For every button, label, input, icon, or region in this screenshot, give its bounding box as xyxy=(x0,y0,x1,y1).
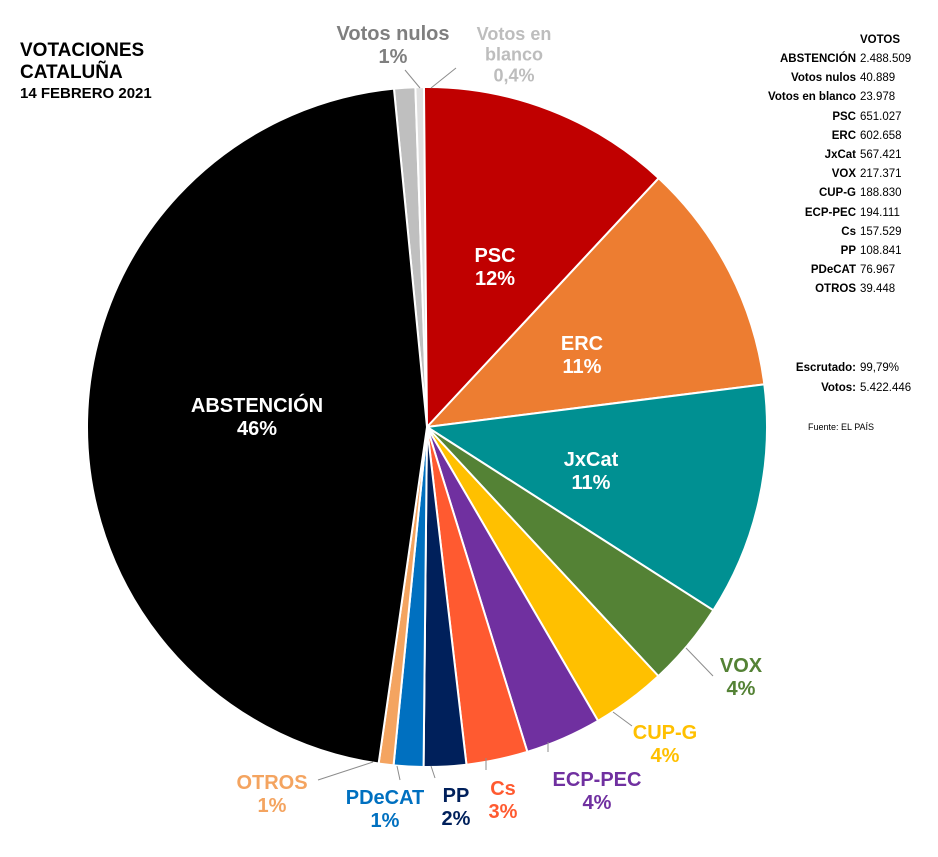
slice-label-votos-en-blanco-name: Votos en xyxy=(477,24,552,44)
slice-label-pp-name: PP xyxy=(443,785,470,807)
votes-row: PP 108.841 xyxy=(760,245,938,263)
slice-label-vox-name: VOX xyxy=(720,655,763,677)
slice-label-cup-g-name: CUP-G xyxy=(633,722,697,744)
votes-row: VOX 217.371 xyxy=(760,168,938,186)
slice-label-ecp-pec-pct: 4% xyxy=(583,792,612,814)
votes-row: ECP-PEC 194.111 xyxy=(760,207,938,225)
leader-line-votos-nulos xyxy=(404,69,421,89)
pie-slice-abstenci-n xyxy=(85,87,429,765)
votes-row: Votos en blanco 23.978 xyxy=(760,91,938,109)
chart-title-line1: VOTACIONES xyxy=(20,40,145,61)
votes-row-label: OTROS xyxy=(815,283,856,296)
pie-slice-psc xyxy=(422,86,661,430)
pie-slice-erc xyxy=(424,176,766,429)
votes-row-label: ERC xyxy=(831,129,856,142)
votes-row: Votos: 5.422.446 xyxy=(760,382,938,400)
votes-row-value: 5.422.446 xyxy=(860,382,912,394)
leader-line-otros xyxy=(317,761,374,781)
votes-row-value: 602.658 xyxy=(860,129,902,142)
slice-label-otros-name: OTROS xyxy=(236,772,307,794)
votes-row-value: 651.027 xyxy=(860,110,902,123)
source-note: Fuente: EL PAÍS xyxy=(808,422,875,432)
slice-label-pdecat-pct: 1% xyxy=(371,810,400,832)
slice-label-votos-nulos-pct: 1% xyxy=(379,46,408,68)
votes-row-label: Votos nulos xyxy=(791,72,856,85)
slice-label-jxcat-name: JxCat xyxy=(564,449,619,471)
leader-line-cup-g xyxy=(612,711,633,727)
votes-row-value: 23.978 xyxy=(860,91,896,104)
votes-row-label: ABSTENCIÓN xyxy=(779,53,856,65)
votes-row-label: Cs xyxy=(841,225,856,238)
slice-label-cs-name: Cs xyxy=(490,778,516,800)
slice-label-votos-nulos-name: Votos nulos xyxy=(337,23,450,45)
votes-row-value: 217.371 xyxy=(860,168,902,181)
chart-title-block: VOTACIONES CATALUÑA 14 FEBRERO 2021 xyxy=(20,40,152,104)
slice-label-jxcat-pct: 11% xyxy=(572,472,611,494)
leader-line-pdecat xyxy=(396,765,401,781)
leader-line-pp xyxy=(430,765,436,779)
votes-row-value: 194.111 xyxy=(860,206,900,219)
chart-title-line2: CATALUÑA xyxy=(20,62,123,83)
slice-label-abstenci-n-pct: 46% xyxy=(237,418,277,440)
votes-row-value: 39.448 xyxy=(860,283,896,296)
votes-row: Escrutado: 99,79% xyxy=(760,362,938,380)
votes-row: PDeCAT 76.967 xyxy=(760,264,938,282)
slice-label-cs-pct: 3% xyxy=(489,801,518,823)
chart-date: 14 FEBRERO 2021 xyxy=(20,85,152,102)
votes-row-value: 2.488.509 xyxy=(860,53,912,65)
votes-row: JxCat 567.421 xyxy=(760,149,938,167)
votes-row-label: ECP-PEC xyxy=(804,206,856,219)
leader-line-vox xyxy=(685,647,714,677)
pie-slice-jxcat xyxy=(424,383,768,612)
votes-row-label: Escrutado: xyxy=(795,362,856,374)
slice-label-psc-pct: 12% xyxy=(475,268,515,290)
votes-row-label: Votos: xyxy=(821,382,856,394)
votes-row-value: 108.841 xyxy=(860,245,902,257)
votes-row: ABSTENCIÓN 2.488.509 xyxy=(760,53,938,71)
slice-label-erc-pct: 11% xyxy=(563,356,602,378)
votes-row-label: JxCat xyxy=(824,149,856,161)
votes-row-value: 99,79% xyxy=(860,362,900,374)
slice-label-votos-en-blanco-name: blanco xyxy=(485,45,543,65)
slice-label-votos-en-blanco-pct: 0,4% xyxy=(493,65,534,85)
slice-label-pdecat-name: PDeCAT xyxy=(346,787,425,809)
votes-row-label: PP xyxy=(840,245,856,257)
slice-label-pp-pct: 2% xyxy=(442,808,471,830)
leader-line-votos-en-blanco xyxy=(430,67,457,89)
slice-label-abstenci-n-name: ABSTENCIÓN xyxy=(191,393,323,417)
slice-label-ecp-pec-name: ECP-PEC xyxy=(553,769,642,791)
slice-label-psc-name: PSC xyxy=(474,245,515,267)
votes-row: CUP-G 188.830 xyxy=(760,187,938,205)
votes-row-value: 40.889 xyxy=(860,72,896,85)
votes-row: Votos nulos 40.889 xyxy=(760,72,938,90)
votes-row: OTROS 39.448 xyxy=(760,283,938,301)
votes-row-label: CUP-G xyxy=(818,187,856,200)
votes-row-label: VOX xyxy=(831,168,856,181)
votes-row-value: 157.529 xyxy=(860,225,902,238)
votes-row-label: PDeCAT xyxy=(810,264,856,277)
votes-row: ERC 602.658 xyxy=(760,130,938,148)
votes-row-label: Votos en blanco xyxy=(768,91,856,104)
votes-row: PSC 651.027 xyxy=(760,111,938,129)
slice-label-cup-g-pct: 4% xyxy=(651,745,680,767)
votes-row-label: PSC xyxy=(832,110,856,123)
slice-label-erc-name: ERC xyxy=(561,333,603,355)
votes-row-value: 76.967 xyxy=(860,264,896,277)
votes-row-value: 188.830 xyxy=(860,187,902,200)
votes-row-value: 567.421 xyxy=(860,149,902,161)
votes-table-header: VOTOS xyxy=(860,34,901,46)
votes-row: Cs 157.529 xyxy=(760,226,938,244)
slice-label-otros-pct: 1% xyxy=(258,795,287,817)
slice-label-vox-pct: 4% xyxy=(727,678,756,700)
